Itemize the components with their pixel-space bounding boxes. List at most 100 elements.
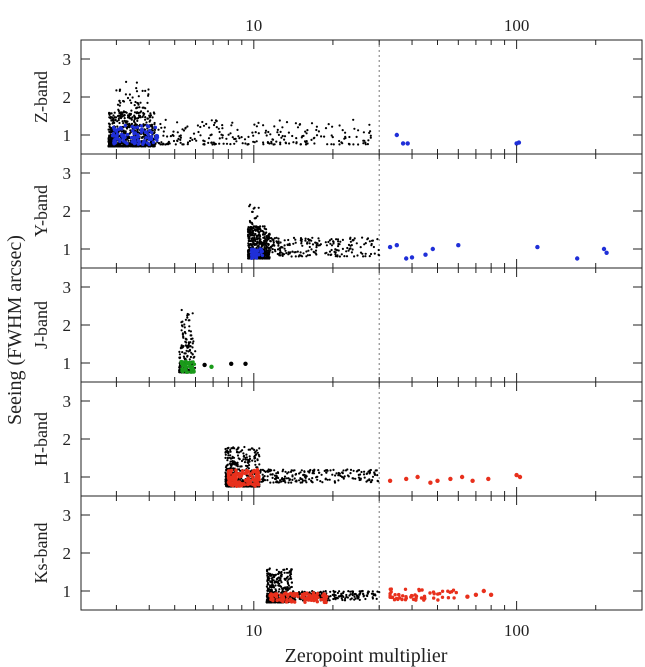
data-point (239, 484, 244, 488)
data-point (112, 114, 115, 117)
data-point (212, 141, 215, 144)
y-tick-label: 2 (63, 202, 72, 221)
data-point (240, 465, 243, 468)
data-point (178, 364, 181, 367)
data-point (248, 460, 251, 463)
data-point (236, 447, 239, 450)
data-point (340, 141, 343, 144)
data-point (340, 594, 343, 597)
data-point (190, 351, 193, 354)
data-point (274, 593, 278, 598)
data-point (332, 468, 335, 471)
data-point (250, 237, 253, 240)
data-point (372, 245, 375, 249)
data-point (329, 469, 332, 472)
data-point (122, 130, 125, 133)
data-point (251, 223, 254, 226)
data-point (345, 255, 349, 258)
data-point (291, 250, 294, 253)
data-point (317, 469, 320, 472)
data-point (359, 590, 362, 593)
data-point (109, 131, 112, 134)
data-point (247, 239, 250, 242)
data-point (403, 598, 408, 602)
data-point (108, 113, 111, 116)
data-point (139, 101, 142, 104)
data-point (306, 241, 309, 244)
data-point (267, 243, 270, 246)
data-point (249, 250, 254, 254)
data-point (186, 143, 189, 146)
data-point (221, 127, 224, 130)
data-point (221, 124, 224, 127)
data-point (232, 446, 235, 449)
data-point (305, 132, 308, 135)
data-point (272, 574, 275, 577)
data-point (218, 142, 221, 145)
data-point (241, 479, 244, 482)
data-point (338, 143, 341, 146)
data-point (257, 237, 260, 240)
data-point (330, 134, 333, 137)
data-point (258, 463, 261, 466)
data-point (247, 252, 250, 255)
data-point (226, 456, 229, 459)
data-point (237, 457, 240, 460)
data-point (352, 469, 355, 472)
data-point (403, 587, 408, 591)
data-point (448, 476, 453, 482)
data-point (116, 120, 119, 123)
data-point (362, 142, 365, 145)
data-point (247, 236, 250, 239)
data-point (301, 244, 304, 247)
data-point (357, 476, 360, 479)
data-point (250, 226, 253, 229)
data-point (277, 481, 280, 484)
data-point (201, 120, 204, 124)
data-point (281, 134, 284, 138)
data-point (279, 143, 282, 146)
data-point (227, 479, 231, 484)
data-point (360, 470, 363, 474)
data-point (358, 598, 361, 602)
data-point (182, 335, 185, 338)
data-point (292, 591, 296, 596)
data-point (213, 121, 216, 124)
data-point (311, 243, 315, 246)
data-point (136, 138, 140, 143)
data-point (149, 114, 153, 117)
data-point (315, 591, 320, 596)
data-point (279, 579, 282, 582)
data-point (227, 133, 230, 136)
point-cluster (388, 587, 458, 602)
data-point (347, 590, 350, 593)
data-point (285, 567, 288, 571)
data-point (256, 451, 259, 454)
data-point (411, 597, 416, 602)
data-point (258, 242, 261, 245)
data-point (339, 240, 342, 243)
data-point (122, 143, 125, 146)
data-point (164, 118, 167, 121)
data-point (268, 232, 271, 235)
data-point (189, 355, 192, 359)
data-point (281, 470, 284, 473)
data-point (167, 140, 170, 143)
data-point (125, 80, 128, 83)
data-point (242, 452, 245, 455)
data-point (303, 140, 307, 143)
data-point (120, 130, 123, 133)
data-point (266, 257, 269, 260)
data-point (231, 121, 234, 124)
data-point (247, 244, 250, 247)
data-point (404, 476, 409, 482)
data-point (359, 473, 362, 476)
data-point (376, 474, 379, 477)
data-point (419, 596, 424, 600)
point-cluster (180, 308, 195, 349)
data-point (287, 131, 290, 134)
data-point (277, 240, 280, 243)
panel-label: H-band (31, 412, 51, 466)
data-point (183, 323, 186, 326)
data-point (112, 126, 116, 131)
